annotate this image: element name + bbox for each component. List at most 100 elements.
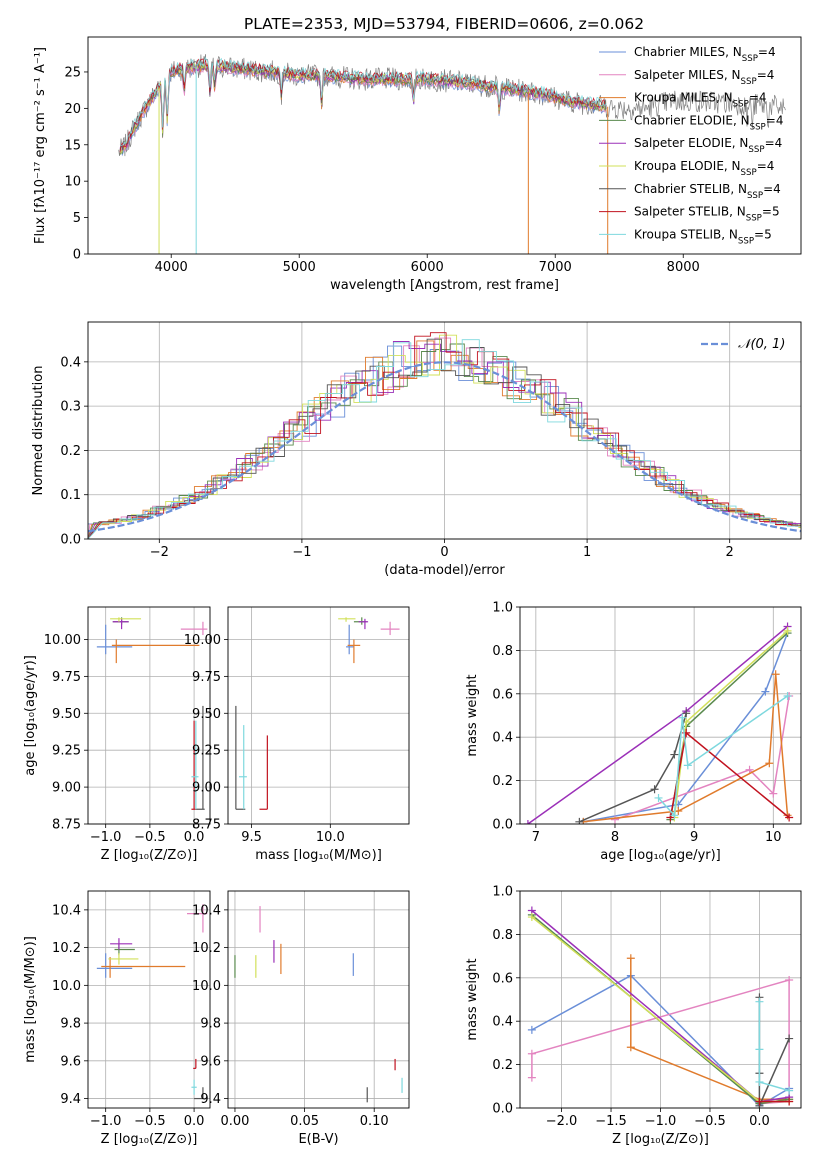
y-tick-label: 0.2 (492, 1058, 513, 1073)
x-tick-label: −1.0 (645, 1114, 677, 1129)
mass-weight-series-4 (527, 625, 788, 824)
y-tick-label: 10.4 (192, 903, 221, 918)
axes-frame: 7 8 9 10 0.0 0.2 0.4 0.6 0.8 1.0 age [log₁₀(age/yr… (465, 601, 802, 863)
marker-6 (785, 1034, 794, 1043)
marker-4 (523, 820, 532, 824)
y-tick-label: 9.6 (200, 1054, 221, 1069)
marker-1 (527, 1049, 536, 1058)
mass-weight-series-0 (531, 974, 790, 1107)
y-tick-label: 0.3 (60, 400, 81, 415)
marker-8 (785, 1086, 794, 1095)
marker-1 (769, 789, 778, 798)
histogram-5 (88, 334, 801, 539)
marker-8 (755, 1077, 764, 1086)
legend-entry: Chabrier ELODIE, NSSP=4 (634, 113, 783, 132)
axes-border (87, 36, 802, 255)
x-tick-label: 5000 (283, 260, 316, 275)
marker-1 (527, 1073, 536, 1082)
marker-8 (683, 761, 692, 770)
marker-8 (755, 1045, 764, 1054)
mass-weight-series-8 (657, 695, 788, 818)
plot-area (96, 904, 208, 1100)
x-tick-label: 10 (765, 830, 782, 845)
mass-weight-vs-age-panel: 7 8 9 10 0.0 0.2 0.4 0.6 0.8 1.0 age [log₁₀(age/yr… (465, 601, 802, 863)
x-tick-label: 0.0 (749, 1114, 770, 1129)
axes-border (227, 606, 410, 825)
marker-2 (626, 1043, 635, 1052)
grid (88, 891, 210, 1108)
y-axis-label: age [log₁₀(age/yr)] (23, 655, 38, 776)
x-tick-label: −0.5 (134, 830, 166, 845)
x-tick-label: 8000 (667, 260, 700, 275)
spectrum-panel: 4000 5000 6000 7000 8000 0 5 10 15 20 25 wavelength… (33, 36, 802, 293)
y-tick-label: 0.4 (492, 731, 513, 746)
y-tick-label: 0.6 (492, 687, 513, 702)
y-tick-label: 0.1 (60, 488, 81, 503)
plot-area (118, 54, 786, 254)
y-tick-label: 10.0 (52, 979, 81, 994)
mass-weight-vs-metallicity-panel: −2.0 −1.5 −1.0 −0.5 0.0 0.0 0.2 0.4 0.6 0.8 1.0 Z [… (465, 885, 802, 1147)
marker-2 (771, 670, 780, 679)
plot-area (235, 617, 400, 810)
y-tick-label: 9.50 (52, 707, 81, 722)
y-tick-label: 0.2 (60, 444, 81, 459)
marker-2 (765, 759, 774, 768)
mass-vs-ebv-panel: 0.00 0.05 0.10 9.4 9.6 9.8 10.0 10.2 10.4 E(B-V) (192, 890, 410, 1147)
x-tick-label: −1.0 (90, 830, 122, 845)
y-tick-label: 0.4 (60, 355, 81, 370)
y-tick-label: 9.00 (52, 781, 81, 796)
y-tick-label: 9.8 (200, 1017, 221, 1032)
marker-6 (682, 709, 691, 718)
marker-6 (575, 817, 584, 824)
x-tick-label: −1.5 (595, 1114, 627, 1129)
y-axis-label: mass weight (465, 674, 480, 756)
legend-entry: Kroupa ELODIE, NSSP=4 (634, 159, 774, 178)
y-tick-label: 9.75 (192, 670, 221, 685)
y-tick-label: 9.50 (192, 707, 221, 722)
y-axis-label: mass weight (465, 958, 480, 1040)
axes-frame: −1.0 −0.5 0.0 9.4 9.6 9.8 10.0 10.2 10.4 Z [log₁₀… (23, 890, 211, 1147)
histogram-4 (88, 341, 801, 539)
plot-area (527, 906, 794, 1108)
marker-7 (785, 1097, 794, 1106)
axes-frame: −1.0 −0.5 0.0 8.75 9.00 9.25 9.50 9.75 10.00 Z [l… (23, 606, 211, 863)
y-tick-label: 5 (73, 211, 81, 226)
axes-border (87, 606, 211, 825)
y-tick-label: 15 (64, 138, 81, 153)
marker-1 (745, 765, 754, 774)
legend-entry: Chabrier STELIB, NSSP=4 (634, 182, 781, 201)
mass-weight-series-8 (758, 1001, 790, 1092)
x-axis-label: age [log₁₀(age/yr)] (600, 848, 721, 863)
mass-weight-series-5 (673, 630, 789, 818)
x-tick-label: 7000 (539, 260, 572, 275)
y-tick-label: 0.2 (492, 774, 513, 789)
marker-7 (755, 1097, 764, 1106)
x-tick-label: 0.05 (290, 1114, 319, 1129)
axes-frame: 0.00 0.05 0.10 9.4 9.6 9.8 10.0 10.2 10.4 E(B-V) (192, 890, 410, 1147)
axes-frame: −2.0 −1.5 −1.0 −0.5 0.0 0.0 0.2 0.4 0.6 0.8 1.0 Z [… (465, 885, 802, 1147)
x-axis-label: wavelength [Angstrom, rest frame] (330, 278, 559, 293)
marker-8 (654, 793, 663, 802)
x-tick-label: 0.00 (220, 1114, 249, 1129)
marker-0 (527, 1025, 536, 1034)
figure-title: PLATE=2353, MJD=53794, FIBERID=0606, z=0… (244, 15, 644, 33)
y-tick-label: 10.00 (44, 633, 81, 648)
y-tick-label: 0.6 (492, 971, 513, 986)
residuals-panel: −2 −1 0 1 2 0.0 0.1 0.2 0.3 0.4 (data-model)/error… (31, 321, 802, 578)
y-tick-label: 1.0 (492, 601, 513, 616)
x-axis-label: (data-model)/error (384, 563, 505, 578)
marker-1 (610, 815, 619, 824)
x-axis-label: mass [log₁₀(M/M⊙)] (255, 848, 382, 863)
y-tick-label: 10 (64, 175, 81, 190)
marker-8 (755, 997, 764, 1006)
plot-area (96, 617, 208, 810)
y-tick-label: 0.0 (492, 1102, 513, 1117)
spectrum-model-7 (119, 58, 607, 152)
marker-6 (650, 785, 659, 794)
x-tick-label: −0.5 (134, 1114, 166, 1129)
legend-entry: Salpeter STELIB, NSSP=5 (634, 205, 780, 224)
histogram-3 (88, 343, 801, 539)
plot-area (234, 906, 403, 1103)
histogram-6 (88, 338, 801, 539)
